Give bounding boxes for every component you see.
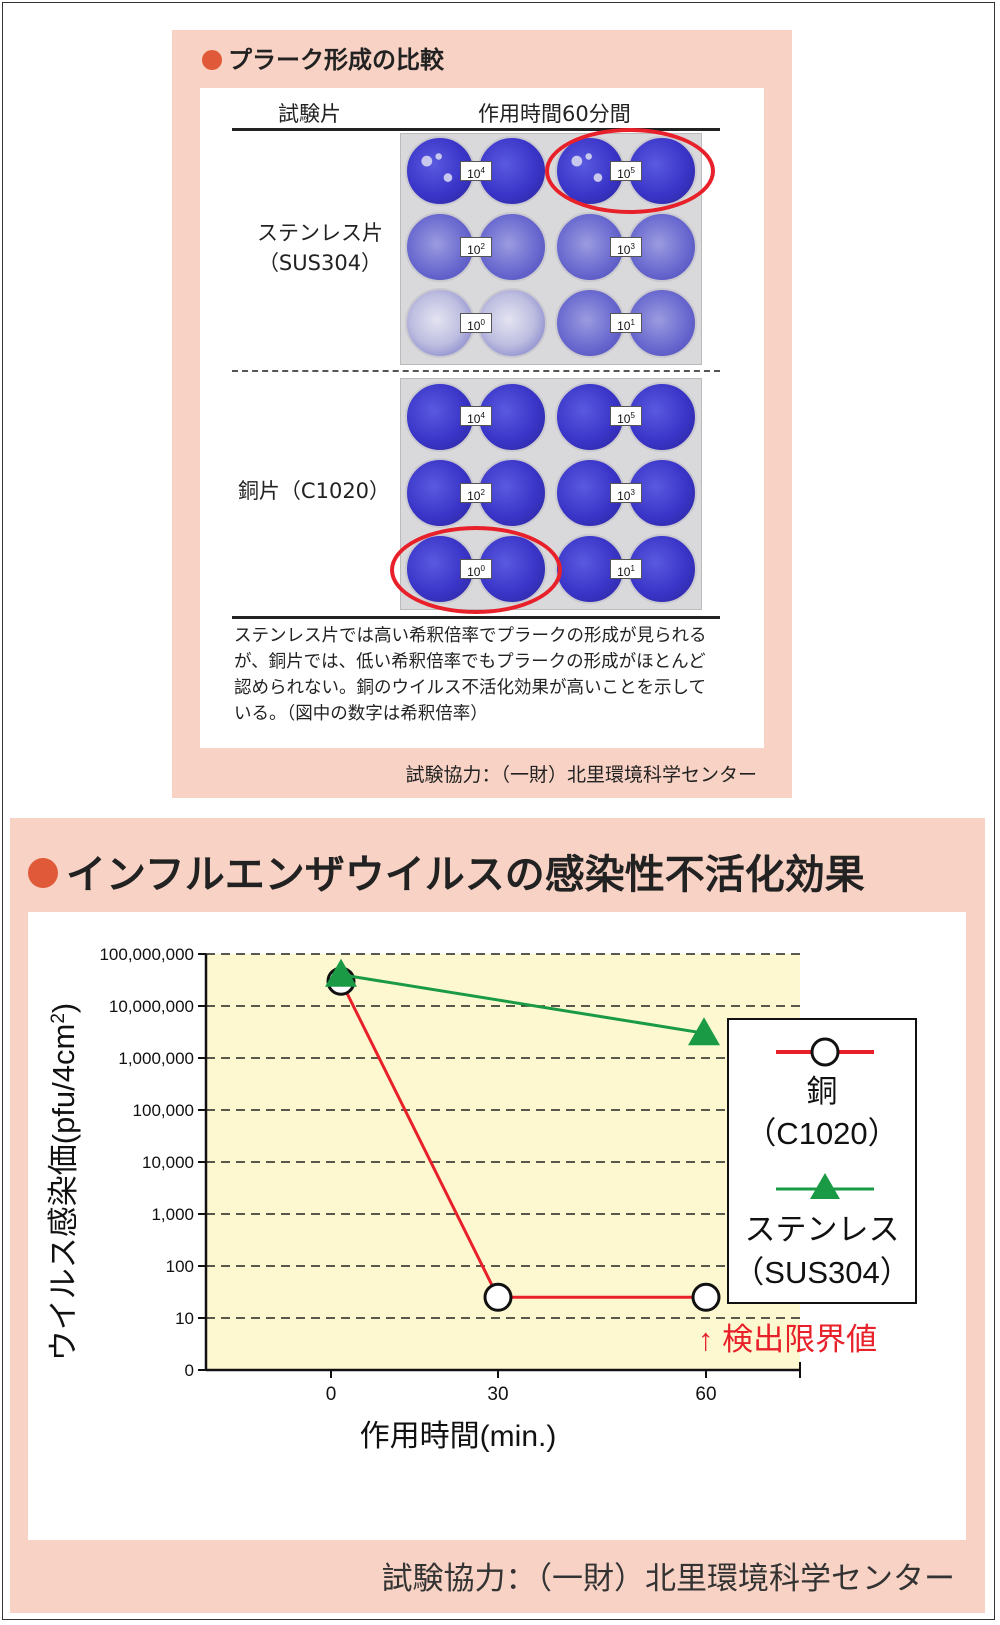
chart-panel: インフルエンザウイルスの感染性不活化効果 0 10 100 1,000 10,000 10… bbox=[10, 818, 985, 1613]
footer-rule bbox=[232, 616, 720, 619]
y-tick-label: 100,000 bbox=[133, 1101, 194, 1120]
data-point-stainless bbox=[688, 1017, 720, 1046]
y-axis-label: ウイルス感染価(pfu/4cm2) bbox=[46, 1003, 81, 1362]
y-tick-label: 1,000 bbox=[151, 1205, 194, 1224]
legend-marker-stainless bbox=[810, 1173, 840, 1199]
plaque-figure: 試験片 作用時間60分間 ステンレス片 （SUS304） 104 105 102… bbox=[200, 88, 764, 748]
legend-label-copper: 銅 bbox=[807, 1074, 838, 1109]
x-tick-label: 60 bbox=[695, 1384, 716, 1405]
data-point-stainless bbox=[325, 958, 357, 987]
y-tick-label: 100 bbox=[166, 1257, 194, 1276]
x-axis-label: 作用時間(min.) bbox=[360, 1420, 557, 1453]
detection-limit-annotation: ↑ 検出限界値 bbox=[698, 1322, 877, 1357]
well bbox=[477, 458, 547, 528]
dilution-label: 102 bbox=[460, 237, 492, 257]
chart-title: インフルエンザウイルスの感染性不活化効果 bbox=[28, 842, 865, 900]
plaque-caption: ステンレス片では高い希釈倍率でプラークの形成が見られるが、銅片では、低い希釈倍率… bbox=[234, 626, 707, 724]
highlight-circle bbox=[390, 526, 562, 614]
x-tick-label: 30 bbox=[487, 1384, 508, 1405]
chart-area: 0 10 100 1,000 10,000 100,000 1,000,000 10,000,… bbox=[28, 912, 966, 1540]
plaque-title-text: プラーク形成の比較 bbox=[228, 46, 444, 74]
plaque-title: プラーク形成の比較 bbox=[202, 40, 444, 75]
column-header-specimen: 試験片 bbox=[278, 102, 341, 126]
data-point-copper bbox=[691, 1282, 721, 1312]
plaque-credit: 試験協力：（一財）北里環境科学センター bbox=[405, 764, 757, 786]
dilution-label: 101 bbox=[610, 559, 642, 579]
well bbox=[405, 212, 475, 282]
dilution-label: 103 bbox=[610, 237, 642, 257]
copper-label: 銅片（C1020） bbox=[237, 479, 391, 503]
data-point-copper bbox=[483, 1282, 513, 1312]
stainless-label-line2: （SUS304） bbox=[257, 251, 383, 275]
y-tick-label: 10,000,000 bbox=[109, 997, 194, 1016]
y-tick-label: 10 bbox=[175, 1309, 194, 1328]
highlight-circle bbox=[545, 128, 715, 214]
bullet-dot-icon bbox=[28, 858, 58, 888]
dilution-label: 100 bbox=[460, 313, 492, 333]
chart-credit: 試験協力：（一財）北里環境科学センター bbox=[381, 1561, 956, 1597]
dilution-label: 105 bbox=[610, 406, 642, 426]
y-tick-label: 1,000,000 bbox=[118, 1049, 194, 1068]
legend-marker-copper bbox=[810, 1037, 840, 1067]
section-divider bbox=[232, 370, 720, 372]
dilution-label: 104 bbox=[460, 161, 492, 181]
dilution-label: 101 bbox=[610, 313, 642, 333]
dilution-label: 102 bbox=[460, 483, 492, 503]
legend-label-copper-sub: （C1020） bbox=[745, 1116, 898, 1151]
stainless-label: ステンレス片 （SUS304） bbox=[240, 218, 400, 278]
x-tick-label: 0 bbox=[326, 1384, 337, 1405]
dilution-label: 104 bbox=[460, 406, 492, 426]
stainless-label-line1: ステンレス片 bbox=[257, 221, 383, 245]
legend-box bbox=[727, 1018, 917, 1304]
plaque-panel: プラーク形成の比較 試験片 作用時間60分間 ステンレス片 （SUS304） 1… bbox=[172, 30, 792, 798]
line-chart: 0 10 100 1,000 10,000 100,000 1,000,000 10,000,… bbox=[46, 945, 917, 1453]
bullet-dot-icon bbox=[202, 50, 222, 70]
chart-title-text: インフルエンザウイルスの感染性不活化効果 bbox=[66, 852, 865, 898]
series-line-stainless bbox=[340, 973, 705, 1035]
dilution-label: 103 bbox=[610, 483, 642, 503]
y-tick-label: 10,000 bbox=[142, 1153, 194, 1172]
legend-label-stainless: ステンレス bbox=[745, 1212, 900, 1247]
legend-label-stainless-sub: （SUS304） bbox=[733, 1255, 910, 1290]
y-tick-label: 100,000,000 bbox=[99, 945, 194, 964]
y-tick-label: 0 bbox=[185, 1361, 194, 1380]
header-rule bbox=[232, 128, 720, 131]
column-header-time: 作用時間60分間 bbox=[478, 102, 631, 126]
